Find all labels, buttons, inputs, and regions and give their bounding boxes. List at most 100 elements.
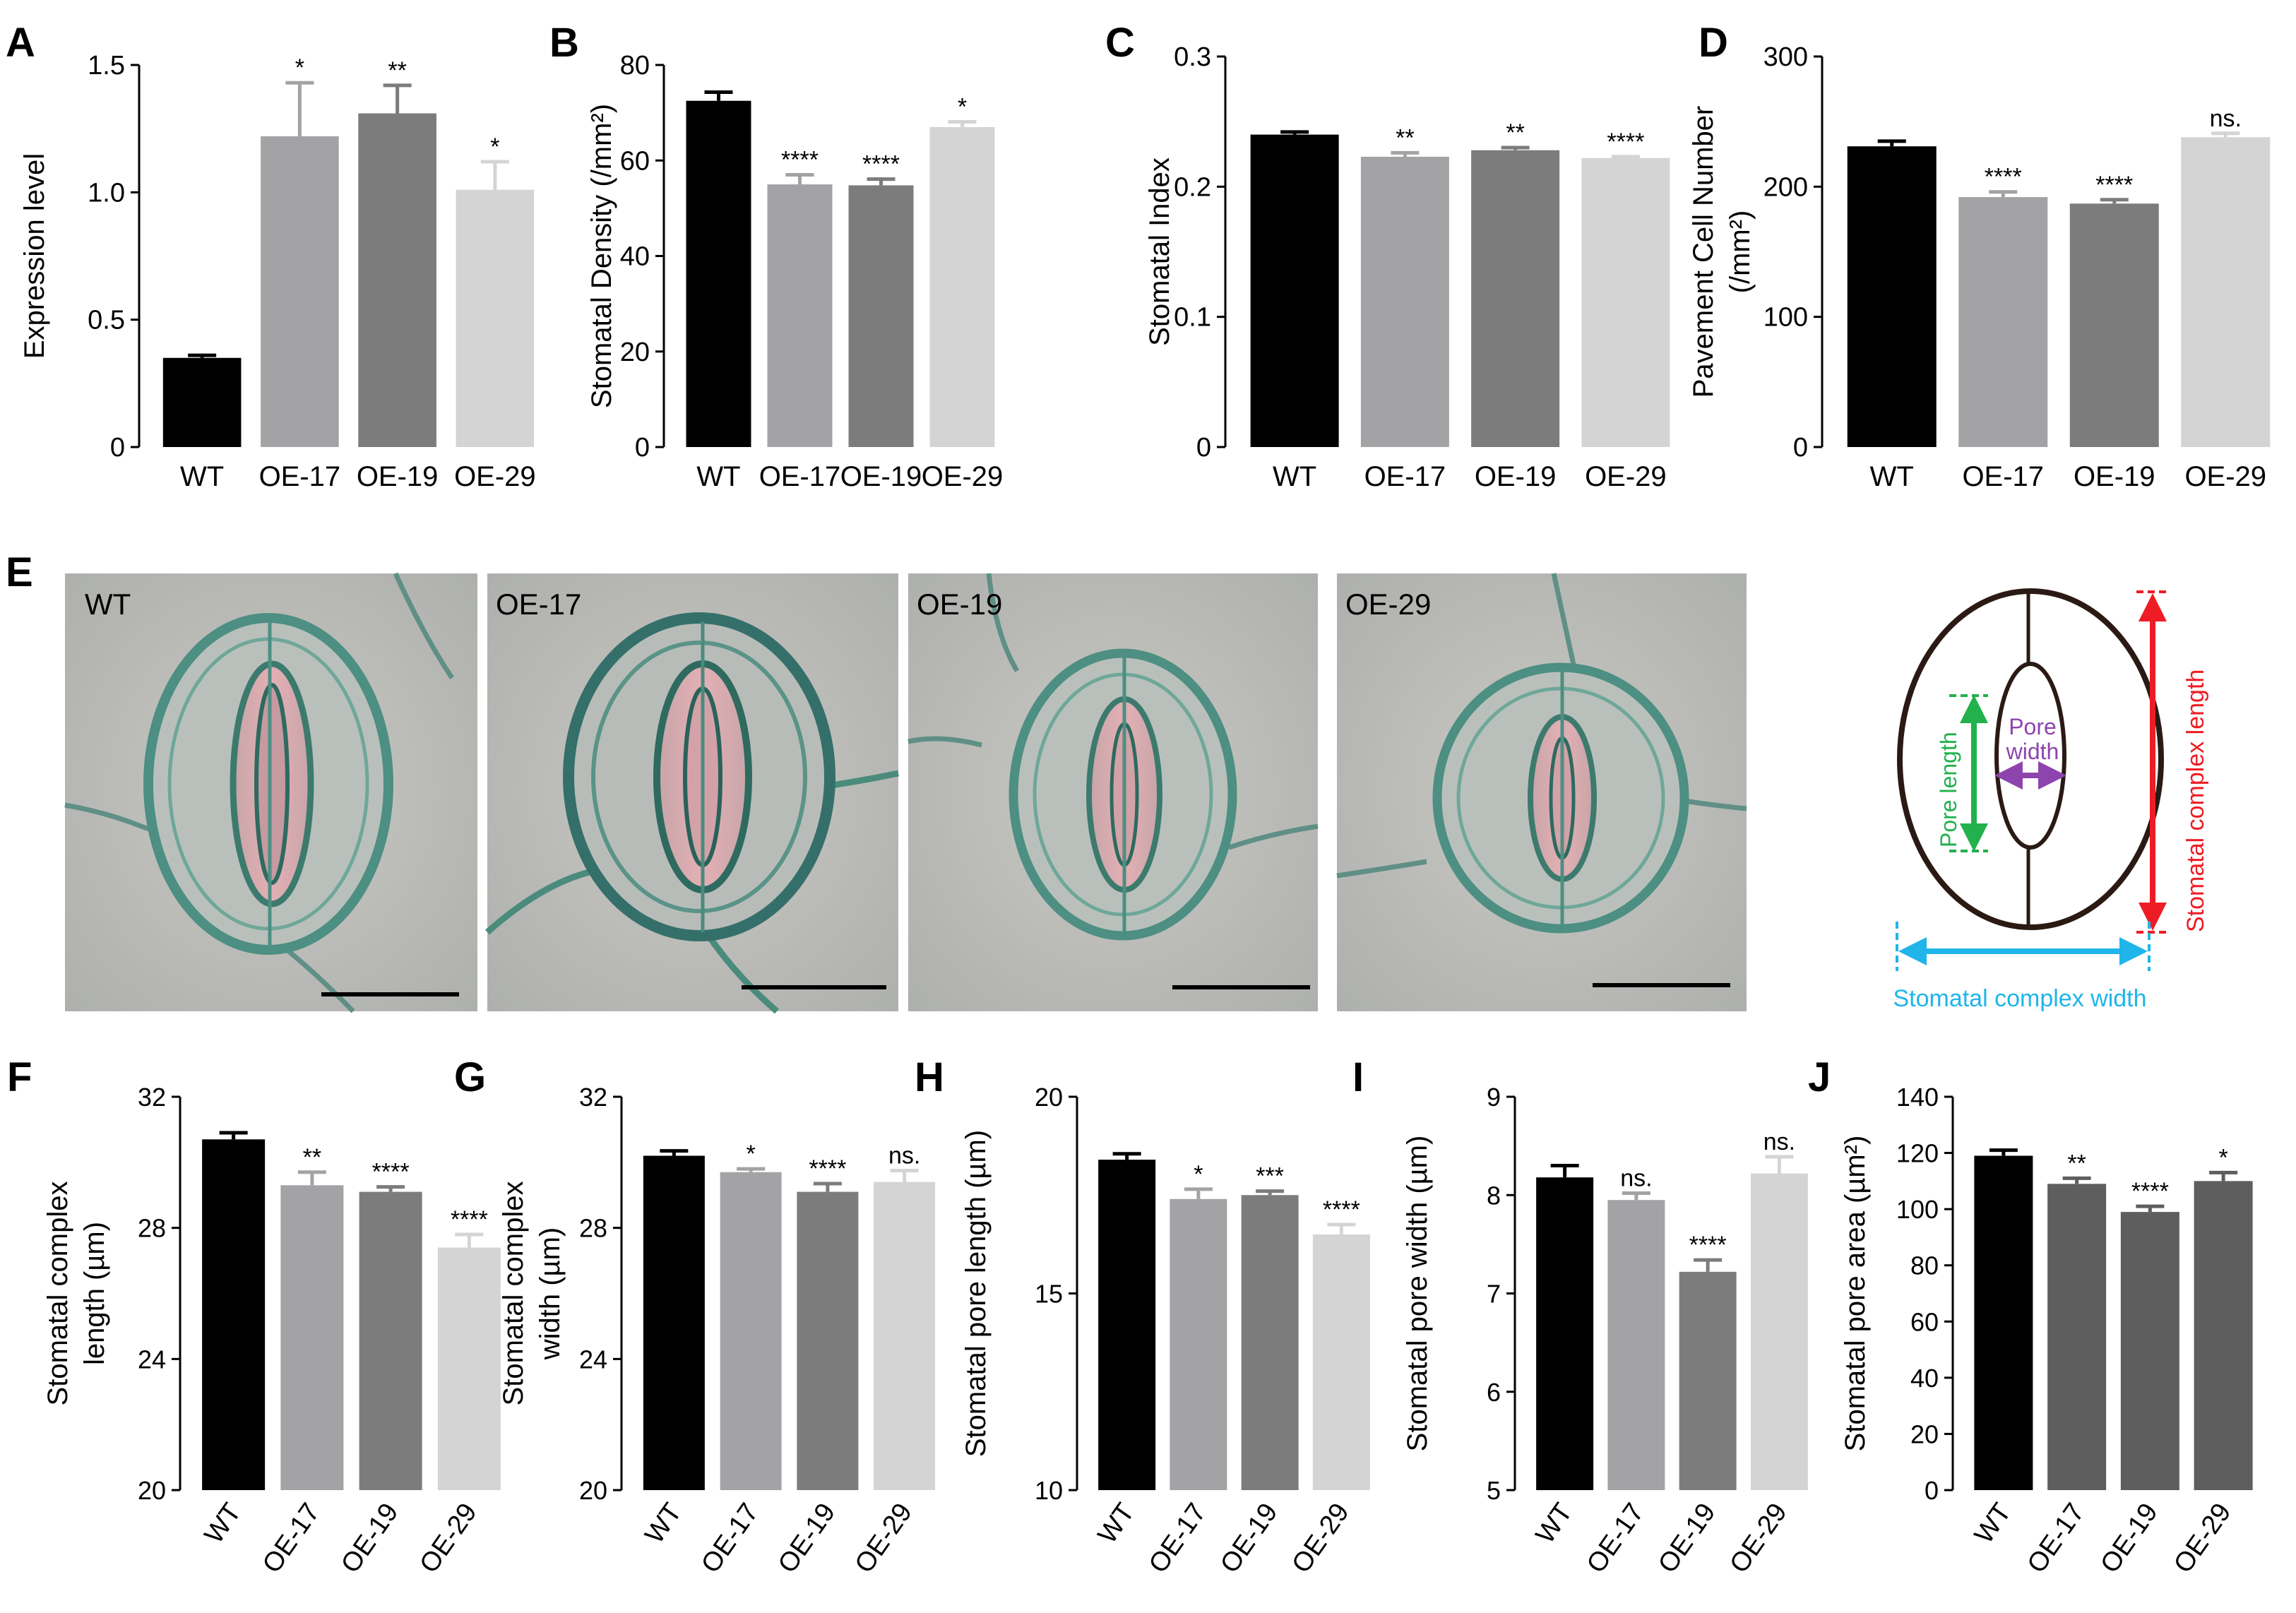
y-axis-label: Stomatal pore area (µm²) [1840,1136,1871,1452]
micrograph-oe-17: OE-17 [485,573,899,1014]
y-tick-label: 100 [1896,1195,1939,1224]
significance-label: ** [1396,124,1414,151]
bar [797,1191,859,1490]
bar [456,189,535,447]
bar [1170,1198,1227,1490]
y-tick-label: 0 [635,433,650,463]
bar [874,1182,936,1490]
bar [720,1172,782,1490]
y-tick-label: 6 [1487,1378,1501,1407]
y-tick-label: 5 [1487,1476,1501,1505]
y-tick-label: 0 [1793,433,1808,463]
y-tick-label: 20 [620,338,650,367]
chart-panel-c: C 0 0.1 0.2 0.3 Stomatal Index WT ** OE-17 ** OE-1… [1105,20,1670,492]
significance-label: * [2219,1144,2228,1171]
x-tick-label: WT [696,461,740,492]
x-tick-label: OE-17 [1962,461,2044,492]
x-tick-label: OE-17 [257,1498,326,1578]
panel-letter-h: H [915,1054,944,1100]
tile-label-oe-17: OE-17 [496,588,581,621]
tile-label-wt: WT [85,588,131,621]
significance-label: **** [372,1159,410,1186]
y-tick-label: 140 [1896,1083,1939,1112]
panel-letter-c: C [1105,20,1135,66]
bar [2181,137,2271,447]
x-tick-label: OE-17 [1364,461,1446,492]
x-tick-label: OE-29 [1585,461,1667,492]
x-tick-label: OE-19 [840,461,922,492]
y-axis-label: Stomatal Index [1144,157,1175,346]
y-tick-label: 0.3 [1174,42,1211,72]
x-tick-label: WT [1273,461,1316,492]
bar [643,1155,705,1490]
significance-label: ** [1506,119,1524,146]
x-tick-label: WT [639,1498,687,1549]
x-tick-label: OE-19 [1475,461,1557,492]
significance-label: ** [2067,1150,2086,1177]
y-tick-label: 200 [1763,172,1808,202]
x-tick-label: OE-17 [1581,1498,1650,1578]
significance-label: **** [2095,172,2133,198]
bar [2120,1212,2179,1490]
significance-label: * [958,93,967,120]
x-tick-label: OE-19 [773,1498,841,1578]
micrograph-wt: WT [64,572,477,1013]
y-tick-label: 0.1 [1174,303,1211,333]
y-tick-label: 80 [1910,1251,1939,1280]
pore-width-label-2: width [2006,739,2059,764]
y-tick-label: 15 [1035,1280,1063,1309]
significance-label: **** [1689,1232,1727,1258]
significance-label: **** [781,147,819,174]
significance-label: ns. [2210,105,2242,132]
bar [1958,197,2048,447]
x-tick-label: OE-29 [2184,461,2266,492]
x-tick-label: OE-19 [1215,1498,1283,1578]
y-tick-label: 60 [1910,1307,1939,1336]
x-tick-label: OE-17 [696,1498,764,1578]
pore-width-label-1: Pore [2009,714,2057,739]
y-tick-label: 20 [1035,1083,1063,1112]
x-tick-label: WT [199,1498,247,1549]
y-tick-label: 0 [1925,1476,1939,1505]
photo-panel: E WT OE-17 [6,549,1747,1014]
y-tick-label: 20 [1910,1419,1939,1448]
y-axis-label: Stomatal pore width (µm) [1402,1136,1433,1452]
x-tick-label: OE-29 [454,461,536,492]
panel-letter-d: D [1699,20,1728,66]
bar [202,1139,266,1490]
chart-panel-d: D 0 100 200 300 Pavement Cell Number (/mm²) WT *… [1688,20,2271,492]
bar [1312,1234,1370,1490]
complex-width-label: Stomatal complex width [1893,985,2146,1012]
y-tick-label: 28 [579,1214,607,1243]
bar [2194,1181,2253,1490]
y-tick-label: 28 [138,1214,166,1243]
significance-label: ** [388,57,406,84]
bar [1098,1160,1156,1490]
x-tick-label: OE-29 [1724,1498,1792,1578]
x-tick-label: WT [1093,1498,1141,1549]
significance-label: **** [1607,129,1644,155]
significance-label: ** [303,1144,321,1171]
x-tick-label: OE-19 [2095,1498,2163,1578]
significance-label: **** [2131,1178,2169,1205]
y-axis-label: Stomatal complex length (µm) [42,1182,110,1406]
tile-label-oe-29: OE-29 [1345,588,1431,621]
y-tick-label: 9 [1487,1083,1501,1112]
bar [2047,1184,2107,1490]
stomata-diagram: Pore length Pore width Stomatal complex … [1893,588,2209,1012]
y-tick-label: 60 [620,146,650,176]
significance-label: **** [451,1206,488,1233]
bar [1607,1200,1665,1490]
significance-label: **** [1323,1196,1360,1223]
panel-letter-i: I [1352,1054,1364,1100]
pore-length-label: Pore length [1936,732,1961,847]
significance-label: * [490,133,499,160]
y-tick-label: 24 [579,1345,607,1374]
chart-panel-j: J 0 20 40 60 80 100 120 140 Stomatal pore area (µ… [1808,1054,2253,1578]
bar [1250,134,1339,447]
chart-panel-i: I 5 6 7 8 9 Stomatal pore width (µm) WT ns. OE-17… [1352,1054,1808,1578]
bar [1847,146,1937,447]
significance-label: * [1194,1161,1203,1188]
y-tick-label: 100 [1763,303,1808,333]
